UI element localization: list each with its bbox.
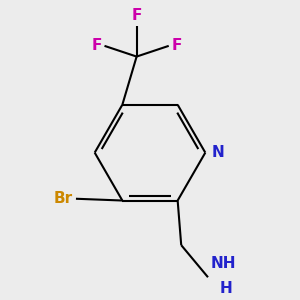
Text: NH: NH bbox=[211, 256, 236, 271]
Text: Br: Br bbox=[54, 191, 73, 206]
Text: H: H bbox=[220, 281, 233, 296]
Text: F: F bbox=[131, 8, 142, 23]
Text: F: F bbox=[172, 38, 182, 53]
Text: N: N bbox=[212, 145, 224, 160]
Text: F: F bbox=[91, 38, 102, 53]
